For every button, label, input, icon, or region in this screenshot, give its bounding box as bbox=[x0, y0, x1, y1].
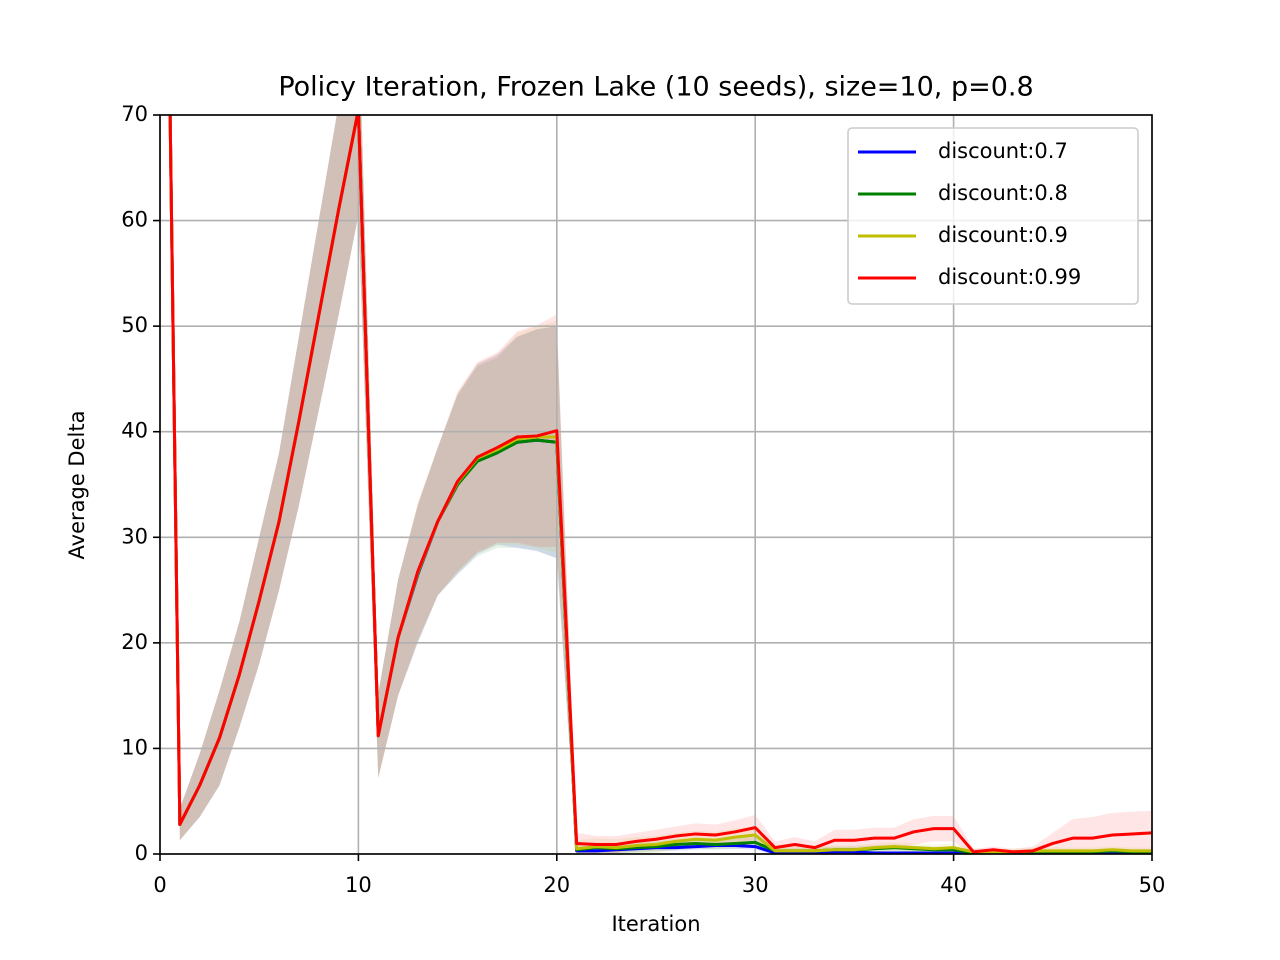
legend-label: discount:0.8 bbox=[938, 181, 1068, 205]
legend-label: discount:0.7 bbox=[938, 139, 1068, 163]
y-tick-label: 10 bbox=[121, 735, 148, 759]
x-tick-label: 30 bbox=[742, 873, 769, 897]
lines bbox=[168, 115, 1152, 854]
y-axis-label: Average Delta bbox=[65, 411, 89, 560]
y-tick-label: 30 bbox=[121, 524, 148, 548]
y-tick-label: 60 bbox=[121, 208, 148, 232]
y-tick-label: 40 bbox=[121, 419, 148, 443]
plot-frame bbox=[159, 114, 1153, 855]
y-tick-label: 20 bbox=[121, 630, 148, 654]
x-axis-label: Iteration bbox=[611, 912, 700, 936]
legend-label: discount:0.99 bbox=[938, 265, 1081, 289]
series-line bbox=[168, 115, 1152, 854]
legend: discount:0.7 discount:0.8 discount:0.9 disc… bbox=[847, 127, 1139, 305]
y-tick-label: 0 bbox=[135, 841, 148, 865]
x-tick-label: 50 bbox=[1139, 873, 1166, 897]
x-tick-label: 40 bbox=[940, 873, 967, 897]
legend-box bbox=[847, 127, 1139, 305]
x-tick-label: 0 bbox=[153, 873, 166, 897]
legend-label: discount:0.9 bbox=[938, 223, 1068, 247]
x-tick-label: 10 bbox=[345, 873, 372, 897]
y-tick-label: 70 bbox=[121, 102, 148, 126]
y-tick-label: 50 bbox=[121, 313, 148, 337]
chart-title: Policy Iteration, Frozen Lake (10 seeds)… bbox=[278, 72, 1033, 103]
x-tick-label: 20 bbox=[543, 873, 570, 897]
